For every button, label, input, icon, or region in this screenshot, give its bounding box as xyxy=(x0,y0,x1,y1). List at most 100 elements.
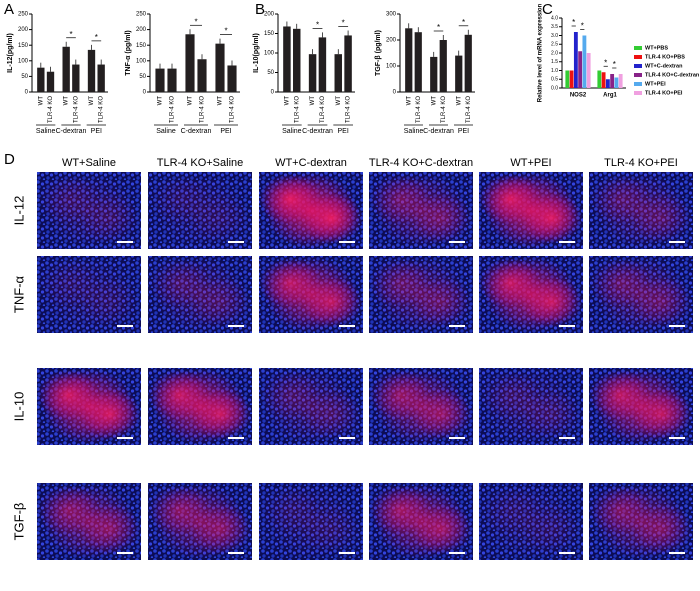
x-tick-label: TLR-4 KO xyxy=(346,96,352,123)
y-tick-label: 1.0 xyxy=(551,68,558,74)
y-tick-label: 100 xyxy=(386,64,397,70)
bar xyxy=(344,35,352,92)
group-label: C-dextran xyxy=(302,128,333,135)
significance-star: * xyxy=(613,60,616,69)
column-header: TLR-4 KO+PEI xyxy=(604,157,678,169)
bar xyxy=(37,67,45,92)
x-tick-label: TLR-4 KO xyxy=(99,96,105,123)
legend-label: TLR-4 KO+PEI xyxy=(645,90,683,96)
group-label: PEI xyxy=(458,128,469,135)
staining xyxy=(410,503,473,555)
y-tick-label: 4.0 xyxy=(551,15,558,21)
staining xyxy=(189,388,252,440)
bar xyxy=(601,72,606,88)
staining xyxy=(410,388,473,440)
row-label: IL-12 xyxy=(11,196,26,226)
bar xyxy=(586,53,591,88)
group-label: Saline xyxy=(36,128,56,135)
x-tick-label: TLR-4 KO xyxy=(73,96,79,123)
x-tick-label: TLR-4 KO xyxy=(320,96,326,123)
bar xyxy=(87,49,96,92)
x-tick-label: WT xyxy=(456,96,462,106)
bar xyxy=(283,26,291,93)
bar xyxy=(573,32,578,88)
y-tick-label: 150 xyxy=(136,43,147,49)
y-tick-label: 3.5 xyxy=(551,24,558,30)
group-label: Saline xyxy=(282,128,302,135)
y-tick-label: 200 xyxy=(18,27,29,33)
y-tick-label: 200 xyxy=(386,38,397,44)
y-tick-label: 100 xyxy=(136,58,147,64)
bar xyxy=(227,65,237,92)
staining xyxy=(520,388,583,440)
x-tick-label: WT xyxy=(431,96,437,106)
significance-star: * xyxy=(581,22,584,31)
row-label: TNF-α xyxy=(11,275,26,313)
staining xyxy=(520,276,583,328)
legend-label: WT+PEI xyxy=(645,81,666,87)
group-label: PEI xyxy=(338,128,349,135)
y-tick-label: 50 xyxy=(21,74,28,80)
panel-label: C xyxy=(542,1,553,18)
x-tick-label: Arg1 xyxy=(603,93,617,99)
staining xyxy=(410,276,473,328)
significance-star: * xyxy=(462,18,465,27)
staining xyxy=(189,276,252,328)
x-tick-label: WT xyxy=(336,96,342,106)
panel-label: B xyxy=(255,1,265,18)
significance-star: * xyxy=(572,18,575,27)
legend-label: WT+C-dextran xyxy=(645,63,683,69)
bar xyxy=(405,28,413,92)
bar xyxy=(430,56,438,92)
y-tick-label: 2.5 xyxy=(551,42,558,48)
row-label: IL-10 xyxy=(11,392,26,422)
bar xyxy=(439,40,447,92)
x-tick-label: TLR-4 KO xyxy=(466,96,472,123)
legend-swatch xyxy=(634,46,642,50)
staining xyxy=(78,388,141,440)
staining xyxy=(300,192,363,244)
group-label: C-dextran xyxy=(56,128,87,135)
staining xyxy=(630,503,693,555)
staining xyxy=(300,276,363,328)
legend-label: WT+PBS xyxy=(645,45,668,51)
bar xyxy=(582,35,587,88)
y-axis-label: TNF-α (pg/ml) xyxy=(125,30,132,76)
y-tick-label: 100 xyxy=(264,51,275,57)
bar xyxy=(614,77,619,88)
bar xyxy=(197,59,207,92)
significance-star: * xyxy=(437,23,440,32)
staining xyxy=(410,192,473,244)
staining xyxy=(189,503,252,555)
significance-star: * xyxy=(69,30,72,39)
staining xyxy=(630,192,693,244)
bar xyxy=(578,51,583,88)
bar xyxy=(46,71,55,92)
x-tick-label: NOS2 xyxy=(570,93,587,99)
panel-label: A xyxy=(4,1,14,18)
x-tick-label: WT xyxy=(64,96,70,106)
y-tick-label: 0 xyxy=(271,90,275,96)
y-tick-label: 100 xyxy=(18,58,29,64)
significance-star: * xyxy=(224,27,227,36)
bar xyxy=(185,34,195,92)
staining xyxy=(300,503,363,555)
y-tick-label: 2.0 xyxy=(551,50,558,56)
legend-swatch xyxy=(634,64,642,68)
x-tick-label: TLR-4 KO xyxy=(170,96,176,123)
group-label: Saline xyxy=(404,128,424,135)
panel-label: D xyxy=(4,151,15,168)
y-tick-label: 0.0 xyxy=(551,85,558,91)
column-header: WT+Saline xyxy=(62,157,116,169)
x-tick-label: WT xyxy=(89,96,95,106)
x-tick-label: TLR-4 KO xyxy=(416,96,422,123)
staining xyxy=(520,192,583,244)
staining xyxy=(520,503,583,555)
y-tick-label: 0.5 xyxy=(551,77,558,83)
legend-swatch xyxy=(634,55,642,59)
bar xyxy=(565,70,570,88)
legend-label: TLR-4 KO+C-dextran xyxy=(645,72,700,78)
column-header: TLR-4 KO+C-dextran xyxy=(369,157,473,169)
significance-star: * xyxy=(194,17,197,26)
staining xyxy=(78,276,141,328)
